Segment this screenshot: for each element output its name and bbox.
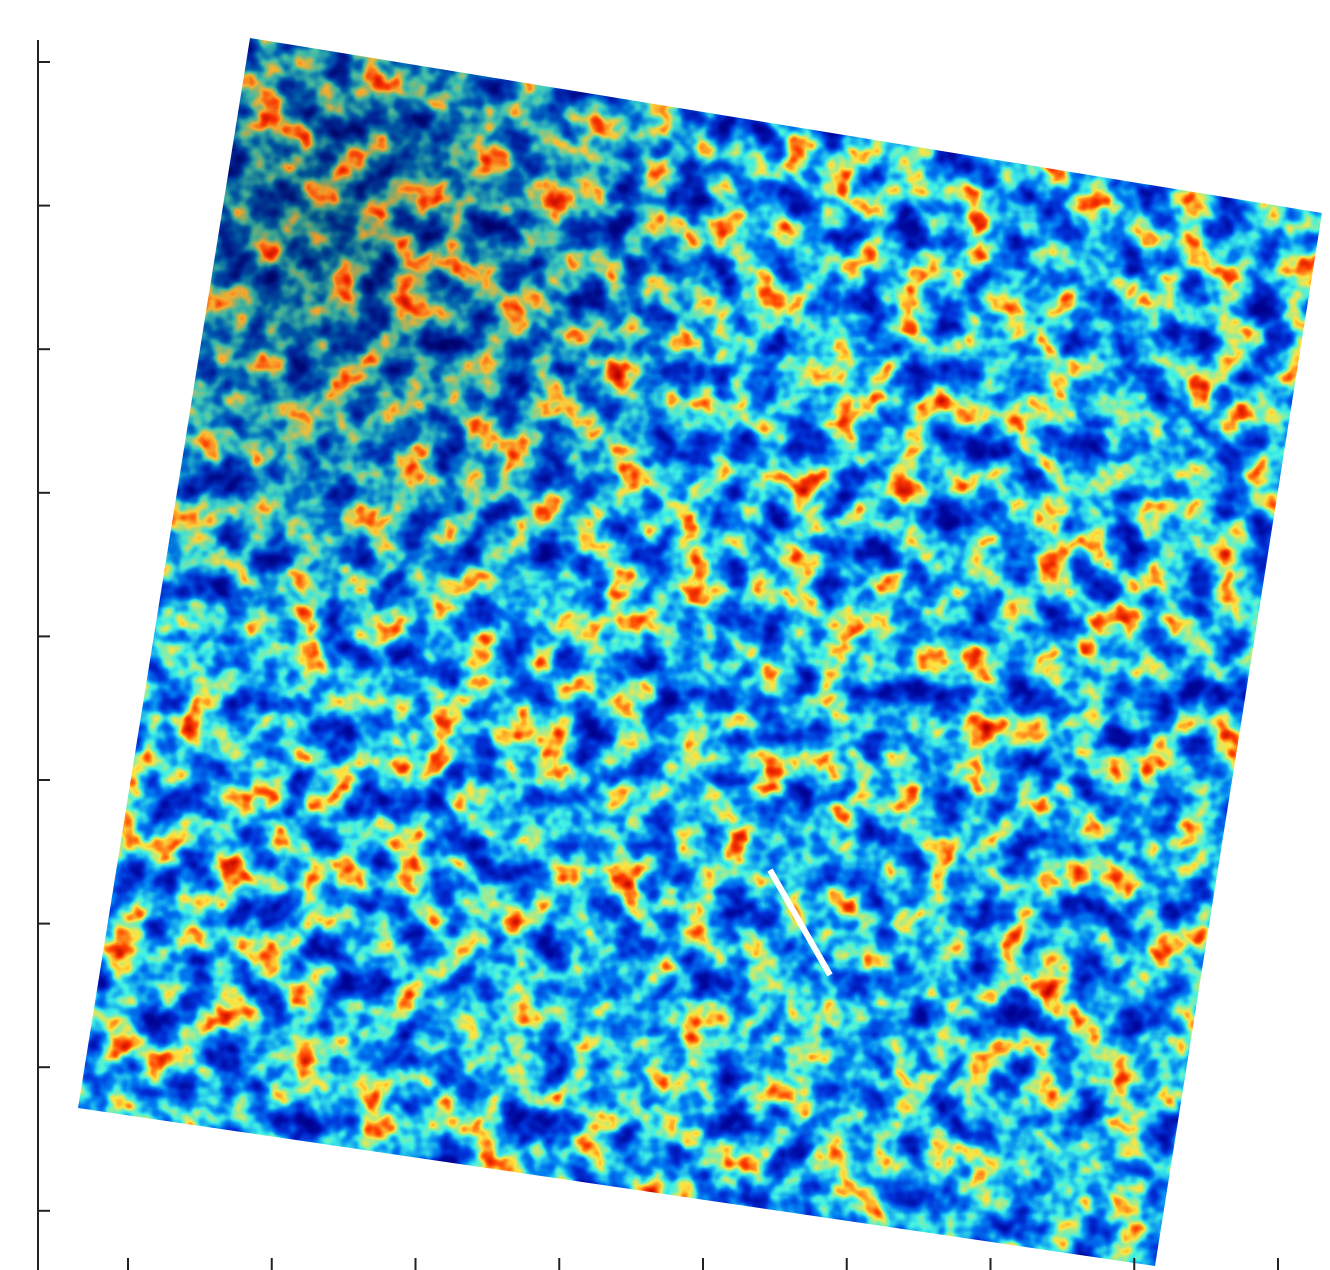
page: (() => { const svg = document.getElement… <box>0 0 1330 1270</box>
image-scene <box>70 30 1330 1270</box>
figure <box>0 0 1330 1270</box>
warm-region <box>70 30 1330 1270</box>
